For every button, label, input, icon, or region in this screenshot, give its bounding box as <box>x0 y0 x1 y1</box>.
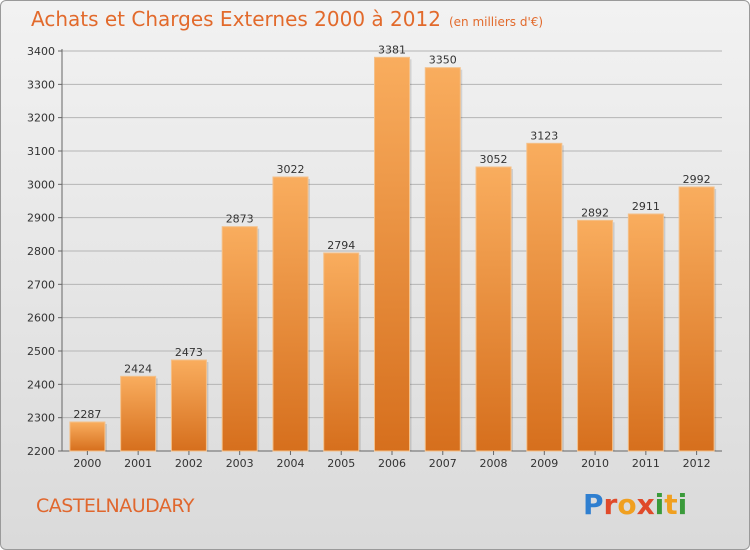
data-label-2004: 3022 <box>276 163 304 176</box>
y-tick-label-2200: 2200 <box>27 445 55 458</box>
y-tick-label-2800: 2800 <box>27 245 55 258</box>
logo-letter: r <box>603 488 618 521</box>
y-tick-label-2900: 2900 <box>27 212 55 225</box>
bar-2011 <box>627 213 664 452</box>
y-tick-label-3400: 3400 <box>27 45 55 58</box>
bar-2001 <box>120 375 157 452</box>
data-label-2011: 2911 <box>632 200 660 213</box>
bar-2005 <box>323 252 360 452</box>
data-label-2007: 3350 <box>429 54 457 67</box>
data-label-2003: 2873 <box>226 213 254 226</box>
y-tick-label-2600: 2600 <box>27 312 55 325</box>
bars <box>69 56 717 452</box>
data-label-2008: 3052 <box>480 153 508 166</box>
x-tick-label-2003: 2003 <box>226 457 254 470</box>
bar-2009 <box>526 142 563 452</box>
chart-unit: (en milliers d'€) <box>448 15 544 29</box>
bar-2012 <box>678 186 715 452</box>
logo-letter: o <box>617 488 637 521</box>
data-labels: 2287 2424 2473 2873 3022 2794 3381 3350 3052 3123… <box>73 43 710 421</box>
data-label-2009: 3123 <box>530 129 558 142</box>
bar-2000 <box>69 421 106 452</box>
x-tick-label-2012: 2012 <box>683 457 711 470</box>
y-tick-label-2500: 2500 <box>27 345 55 358</box>
city-name: CASTELNAUDARY <box>36 495 195 517</box>
x-tick-label-2010: 2010 <box>581 457 609 470</box>
logo-letter: i <box>677 488 688 521</box>
x-tick-label-2002: 2002 <box>175 457 203 470</box>
bar-2003 <box>221 226 258 452</box>
bar-2008 <box>475 166 512 452</box>
chart-title: Achats et Charges Externes 2000 à 2012 (e… <box>31 7 543 31</box>
y-tick-label-3000: 3000 <box>27 178 55 191</box>
proxiti-logo[interactable]: Proxiti <box>583 488 687 521</box>
y-tick-label-2700: 2700 <box>27 278 55 291</box>
logo-letter: x <box>636 488 655 521</box>
data-label-2005: 2794 <box>327 239 355 252</box>
x-tick-label-2009: 2009 <box>530 457 558 470</box>
bar-2006 <box>374 56 410 452</box>
data-label-2006: 3381 <box>378 43 406 56</box>
y-tick-label-3100: 3100 <box>27 145 55 158</box>
x-tick-label-2000: 2000 <box>73 457 101 470</box>
bar-2002 <box>170 359 207 452</box>
bar-2004 <box>272 176 309 452</box>
y-tick-label-2400: 2400 <box>27 378 55 391</box>
logo-letter: i <box>654 488 665 521</box>
x-tick-label-2007: 2007 <box>429 457 457 470</box>
data-label-2010: 2892 <box>581 206 609 219</box>
data-label-2000: 2287 <box>73 408 101 421</box>
logo-letter: P <box>583 488 604 521</box>
x-tick-label-2008: 2008 <box>480 457 508 470</box>
x-tick-label-2006: 2006 <box>378 457 406 470</box>
y-tick-label-3200: 3200 <box>27 112 55 125</box>
y-tick-labels: 2200 2300 2400 2500 2600 2700 2800 2900 3000 3100… <box>27 45 55 458</box>
data-label-2001: 2424 <box>124 362 152 375</box>
x-tick-label-2001: 2001 <box>124 457 152 470</box>
data-label-2012: 2992 <box>683 173 711 186</box>
chart-title-text: Achats et Charges Externes 2000 à 2012 <box>31 7 441 31</box>
bar-2010 <box>577 219 614 452</box>
x-tick-label-2011: 2011 <box>632 457 660 470</box>
x-tick-labels: 2000 2001 2002 2003 2004 2005 2006 2007 2008 2009… <box>73 451 711 470</box>
y-tick-label-2300: 2300 <box>27 412 55 425</box>
x-tick-label-2005: 2005 <box>327 457 355 470</box>
logo-letter: t <box>664 488 678 521</box>
data-label-2002: 2473 <box>175 346 203 359</box>
bar-2007 <box>424 67 461 452</box>
x-tick-label-2004: 2004 <box>276 457 304 470</box>
y-tick-label-3300: 3300 <box>27 78 55 91</box>
